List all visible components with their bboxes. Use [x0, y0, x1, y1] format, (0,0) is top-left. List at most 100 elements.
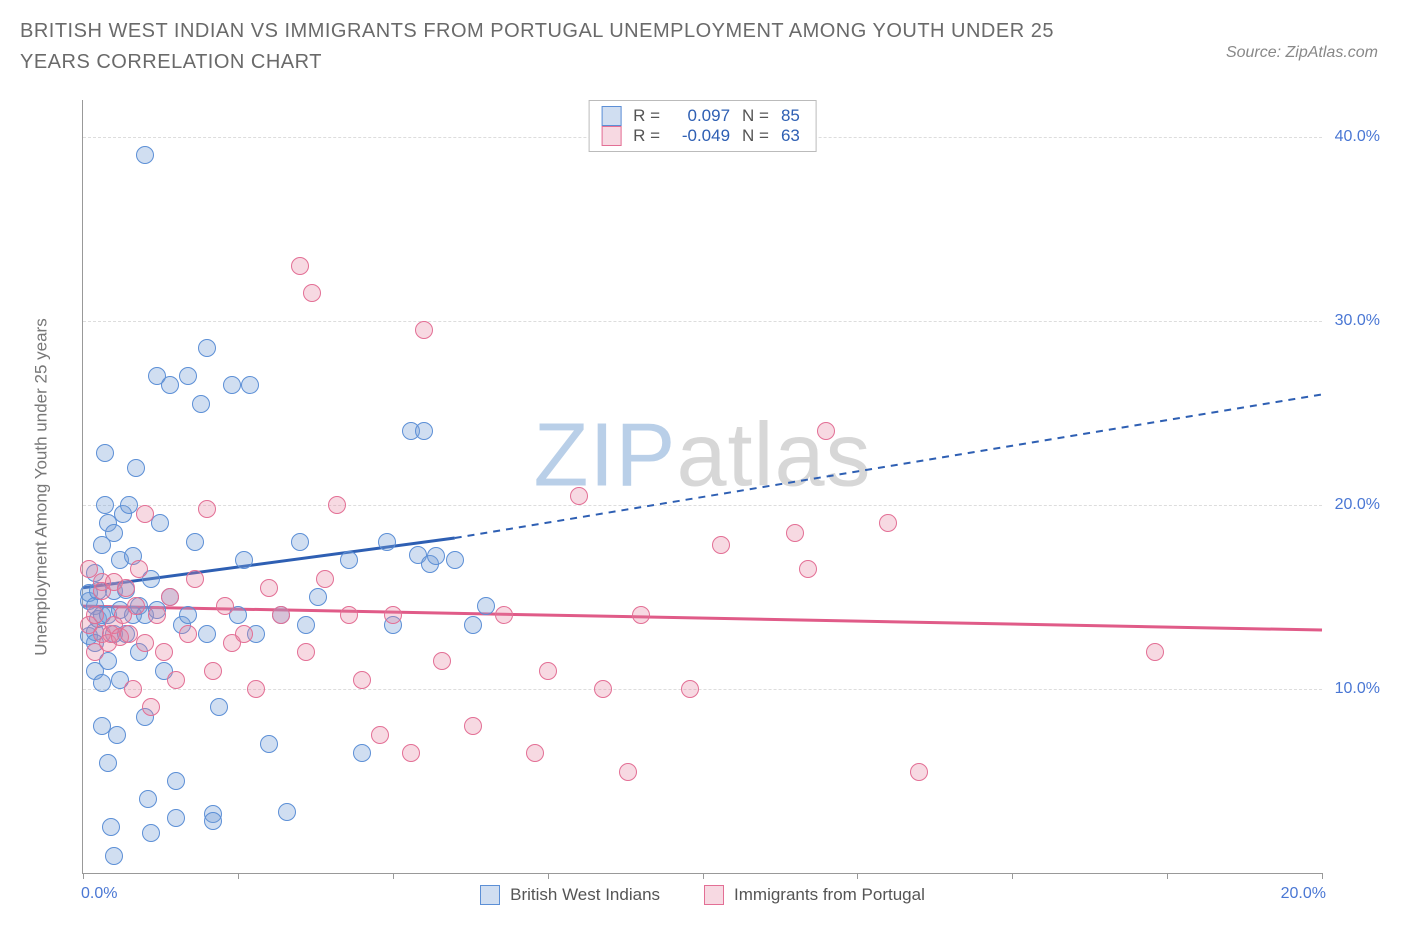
- y-axis-label-wrap: Unemployment Among Youth under 25 years: [20, 100, 64, 874]
- y-tick-label: 30.0%: [1335, 312, 1380, 330]
- y-tick-label: 40.0%: [1335, 128, 1380, 146]
- data-point: [247, 680, 265, 698]
- data-point: [260, 579, 278, 597]
- legend-item: Immigrants from Portugal: [704, 885, 925, 905]
- data-point: [127, 459, 145, 477]
- data-point: [167, 809, 185, 827]
- gridline: [83, 689, 1322, 690]
- data-point: [910, 763, 928, 781]
- swatch-icon: [480, 885, 500, 905]
- data-point: [632, 606, 650, 624]
- data-point: [495, 606, 513, 624]
- stats-row-series-1: R = -0.049 N = 63: [601, 126, 800, 146]
- chart-container: BRITISH WEST INDIAN VS IMMIGRANTS FROM P…: [0, 0, 1406, 930]
- data-point: [167, 772, 185, 790]
- data-point: [179, 606, 197, 624]
- data-point: [198, 339, 216, 357]
- data-point: [130, 560, 148, 578]
- data-point: [291, 257, 309, 275]
- data-point: [142, 824, 160, 842]
- data-point: [136, 146, 154, 164]
- data-point: [415, 422, 433, 440]
- r-value: -0.049: [672, 126, 730, 146]
- swatch-icon: [704, 885, 724, 905]
- watermark-prefix: ZIP: [533, 405, 676, 505]
- data-point: [179, 367, 197, 385]
- data-point: [340, 551, 358, 569]
- data-point: [384, 606, 402, 624]
- gridline: [83, 321, 1322, 322]
- source-attribution: Source: ZipAtlas.com: [1226, 44, 1378, 62]
- data-point: [161, 376, 179, 394]
- x-tick-label: 20.0%: [1281, 885, 1326, 903]
- data-point: [681, 680, 699, 698]
- data-point: [99, 754, 117, 772]
- x-tick: [1167, 873, 1168, 879]
- series-legend: British West Indians Immigrants from Por…: [83, 885, 1322, 905]
- y-tick-label: 10.0%: [1335, 680, 1380, 698]
- r-value: 0.097: [672, 106, 730, 126]
- data-point: [105, 847, 123, 865]
- data-point: [108, 726, 126, 744]
- data-point: [198, 500, 216, 518]
- x-tick: [1322, 873, 1323, 879]
- data-point: [464, 717, 482, 735]
- data-point: [179, 625, 197, 643]
- data-point: [328, 496, 346, 514]
- data-point: [235, 625, 253, 643]
- data-point: [1146, 643, 1164, 661]
- data-point: [93, 674, 111, 692]
- data-point: [198, 625, 216, 643]
- data-point: [127, 597, 145, 615]
- x-tick: [857, 873, 858, 879]
- x-tick: [548, 873, 549, 879]
- data-point: [117, 579, 135, 597]
- data-point: [415, 321, 433, 339]
- data-point: [353, 744, 371, 762]
- r-label: R =: [633, 126, 660, 146]
- data-point: [619, 763, 637, 781]
- legend-item: British West Indians: [480, 885, 660, 905]
- data-point: [879, 514, 897, 532]
- data-point: [291, 533, 309, 551]
- data-point: [433, 652, 451, 670]
- data-point: [148, 606, 166, 624]
- data-point: [297, 616, 315, 634]
- data-point: [210, 698, 228, 716]
- data-point: [371, 726, 389, 744]
- data-point: [799, 560, 817, 578]
- data-point: [96, 444, 114, 462]
- data-point: [464, 616, 482, 634]
- data-point: [139, 790, 157, 808]
- data-point: [142, 698, 160, 716]
- data-point: [102, 818, 120, 836]
- data-point: [278, 803, 296, 821]
- data-point: [353, 671, 371, 689]
- plot-area: ZIPatlas R = 0.097 N = 85 R = -0.049 N =…: [82, 100, 1322, 874]
- data-point: [427, 547, 445, 565]
- data-point: [204, 662, 222, 680]
- trend-lines-layer: [83, 100, 1322, 873]
- x-tick: [393, 873, 394, 879]
- n-label: N =: [742, 106, 769, 126]
- data-point: [105, 524, 123, 542]
- data-point: [235, 551, 253, 569]
- data-point: [260, 735, 278, 753]
- data-point: [477, 597, 495, 615]
- x-tick: [83, 873, 84, 879]
- data-point: [124, 680, 142, 698]
- data-point: [186, 533, 204, 551]
- watermark-suffix: atlas: [676, 405, 871, 505]
- data-point: [155, 643, 173, 661]
- data-point: [186, 570, 204, 588]
- data-point: [167, 671, 185, 689]
- data-point: [151, 514, 169, 532]
- data-point: [96, 496, 114, 514]
- data-point: [136, 505, 154, 523]
- swatch-icon: [601, 126, 621, 146]
- x-tick: [703, 873, 704, 879]
- data-point: [223, 376, 241, 394]
- chart-title: BRITISH WEST INDIAN VS IMMIGRANTS FROM P…: [20, 16, 1120, 78]
- data-point: [340, 606, 358, 624]
- data-point: [161, 588, 179, 606]
